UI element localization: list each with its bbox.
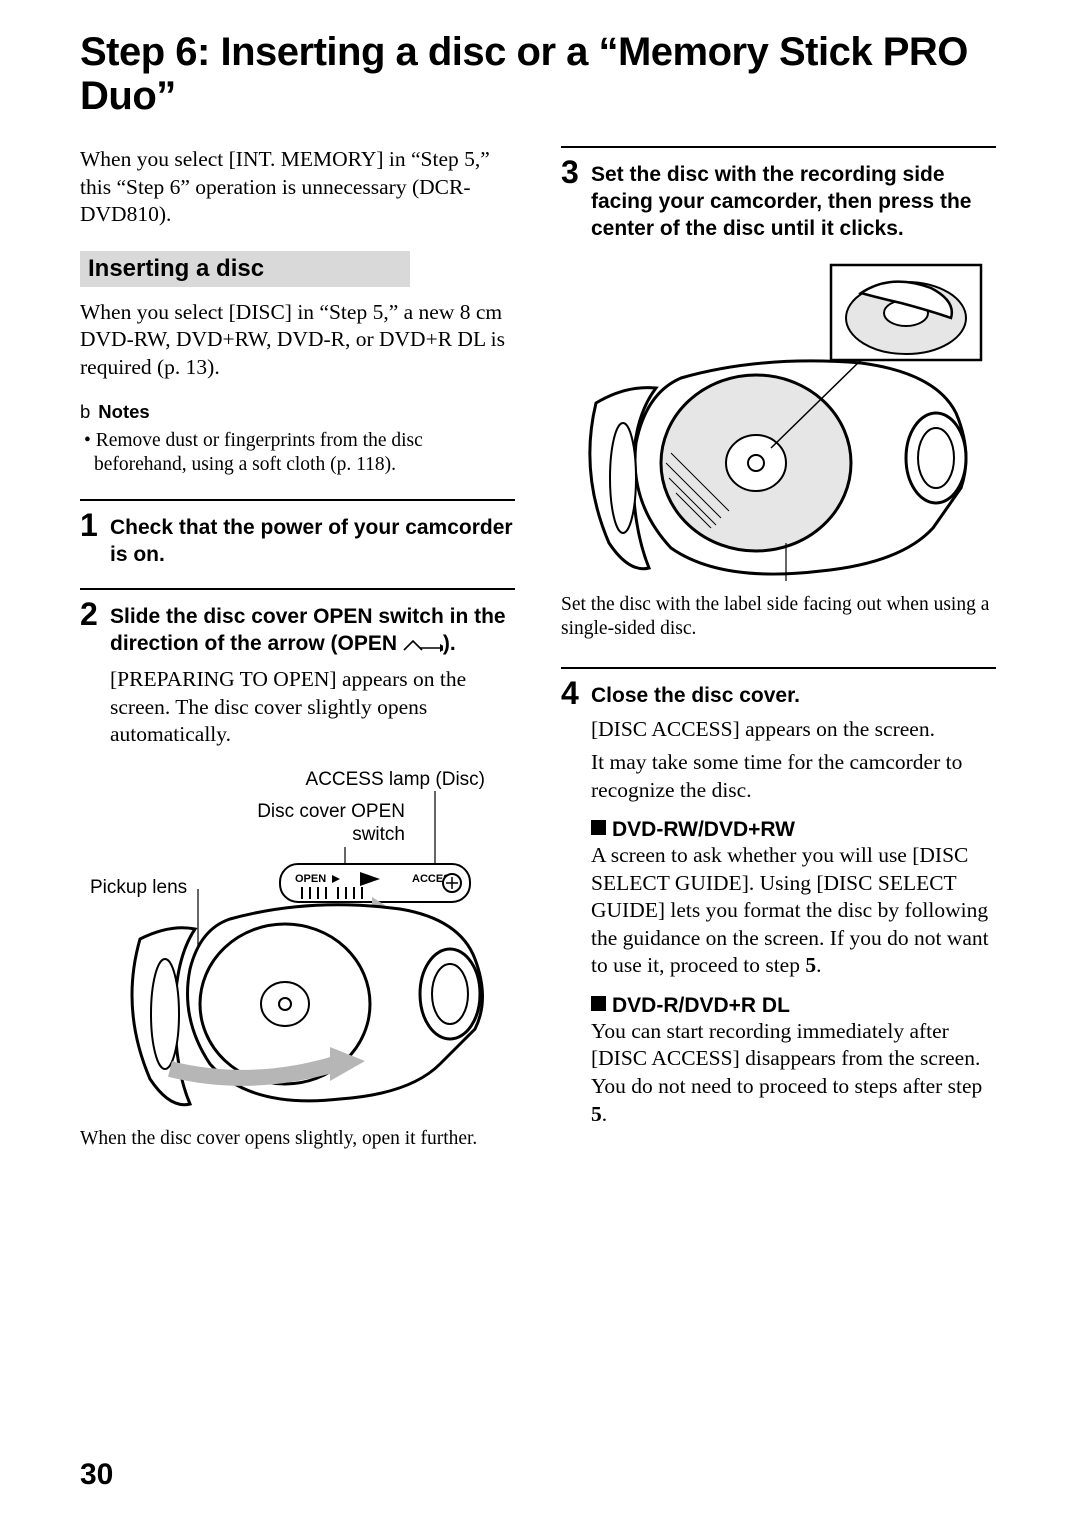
rule-above-step-2 [80, 588, 515, 590]
step-3-title: Set the disc with the recording side fac… [591, 156, 996, 243]
rule-above-step-3 [561, 146, 996, 148]
step-1: 1 Check that the power of your camcorder… [80, 509, 515, 569]
rule-above-step-1 [80, 499, 515, 501]
step-1-title: Check that the power of your camcorder i… [110, 509, 515, 569]
intro-paragraph: When you select [INT. MEMORY] in “Step 5… [80, 146, 515, 229]
sub-rw-bold: 5 [805, 953, 816, 977]
note-item: Remove dust or fingerprints from the dis… [80, 429, 515, 477]
notes-marker: b [80, 401, 90, 422]
sub-rw-post: . [816, 953, 821, 977]
sub-heading-dvd-rw-text: DVD-RW/DVD+RW [612, 818, 795, 841]
step-1-number: 1 [80, 509, 110, 541]
left-column: When you select [INT. MEMORY] in “Step 5… [80, 146, 515, 1151]
right-column: 3 Set the disc with the recording side f… [561, 146, 996, 1151]
notes-heading: b Notes [80, 401, 515, 423]
diagram-caption-left: When the disc cover opens slightly, open… [80, 1127, 515, 1151]
camcorder-open-diagram: ACCESS lamp (Disc) Disc cover OPEN switc… [80, 769, 515, 1119]
sub-body-dvd-rw: A screen to ask whether you will use [DI… [591, 842, 996, 980]
sub-section-dvd-r: DVD-R/DVD+R DL You can start recording i… [591, 994, 996, 1128]
sub-section-dvd-rw: DVD-RW/DVD+RW A screen to ask whether yo… [591, 818, 996, 980]
two-column-layout: When you select [INT. MEMORY] in “Step 5… [80, 146, 1000, 1151]
square-bullet-icon [591, 820, 606, 835]
sub-r-post: . [602, 1102, 607, 1126]
diagram-label-access-lamp: ACCESS lamp (Disc) [306, 769, 485, 792]
page-title: Step 6: Inserting a disc or a “Memory St… [80, 30, 1000, 118]
step-4-number: 4 [561, 677, 591, 709]
sub-r-bold: 5 [591, 1102, 602, 1126]
step-4: 4 Close the disc cover. [DISC ACCESS] ap… [561, 677, 996, 804]
step-3: 3 Set the disc with the recording side f… [561, 156, 996, 243]
rule-above-step-4 [561, 667, 996, 669]
diagram-label-open-switch: Disc cover OPEN switch [235, 801, 405, 847]
sub-heading-dvd-r-text: DVD-R/DVD+R DL [612, 994, 790, 1017]
sub-heading-dvd-rw: DVD-RW/DVD+RW [591, 818, 996, 842]
step-4-body-1: [DISC ACCESS] appears on the screen. [591, 716, 996, 744]
panel-open-text: OPEN [295, 873, 326, 885]
square-bullet-icon [591, 996, 606, 1011]
notes-label: Notes [98, 401, 149, 422]
step-2: 2 Slide the disc cover OPEN switch in th… [80, 598, 515, 748]
sub-r-pre: You can start recording immediately afte… [591, 1019, 982, 1098]
camcorder-insert-disc-diagram [561, 263, 996, 583]
step-2-title: Slide the disc cover OPEN switch in the … [110, 598, 515, 660]
diagram-caption-right: Set the disc with the label side facing … [561, 593, 996, 641]
step-4-title: Close the disc cover. [591, 677, 800, 710]
diagram-label-pickup-lens: Pickup lens [90, 877, 187, 900]
step-2-number: 2 [80, 598, 110, 630]
page-number: 30 [80, 1458, 113, 1492]
disc-intro-paragraph: When you select [DISC] in “Step 5,” a ne… [80, 299, 515, 382]
step-2-title-post: ). [443, 632, 456, 655]
sub-rw-pre: A screen to ask whether you will use [DI… [591, 843, 989, 977]
sub-heading-dvd-r: DVD-R/DVD+R DL [591, 994, 996, 1018]
section-heading-inserting-disc: Inserting a disc [80, 251, 410, 287]
open-arrow-icon [403, 633, 443, 660]
step-4-body-2: It may take some time for the camcorder … [591, 749, 996, 804]
camcorder-insert-svg [561, 263, 996, 583]
step-2-body: [PREPARING TO OPEN] appears on the scree… [110, 666, 515, 749]
sub-body-dvd-r: You can start recording immediately afte… [591, 1018, 996, 1128]
step-3-number: 3 [561, 156, 591, 188]
